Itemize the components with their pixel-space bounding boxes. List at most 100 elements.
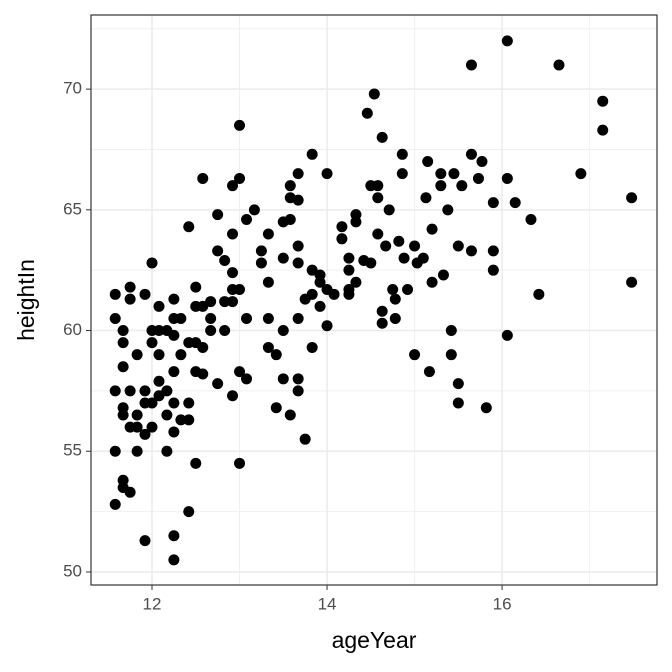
point	[205, 296, 217, 308]
point	[109, 385, 121, 397]
point	[241, 312, 253, 324]
point	[452, 240, 464, 252]
point	[131, 445, 143, 457]
point	[277, 252, 289, 264]
point	[277, 373, 289, 385]
point	[234, 457, 246, 469]
point	[422, 156, 434, 168]
point	[423, 366, 435, 378]
point	[109, 288, 121, 300]
point	[398, 252, 410, 264]
point	[234, 366, 246, 378]
point	[270, 402, 282, 414]
point	[487, 197, 499, 209]
point	[117, 337, 129, 349]
point	[262, 312, 274, 324]
point	[124, 486, 136, 498]
point	[487, 245, 499, 257]
point	[197, 341, 209, 353]
point	[292, 385, 304, 397]
point	[241, 373, 253, 385]
point	[487, 264, 499, 276]
point	[183, 221, 195, 233]
point	[161, 445, 173, 457]
point	[465, 59, 477, 71]
point	[452, 397, 464, 409]
x-tick-label: 14	[318, 594, 337, 613]
point	[476, 156, 488, 168]
point	[306, 264, 318, 276]
point	[197, 172, 209, 184]
point	[131, 349, 143, 361]
point	[372, 228, 384, 240]
point	[417, 252, 429, 264]
point	[234, 172, 246, 184]
point	[448, 168, 460, 180]
point	[234, 119, 246, 131]
point	[277, 325, 289, 337]
point	[292, 194, 304, 206]
y-tick-label: 65	[63, 199, 82, 218]
point	[124, 281, 136, 293]
x-tick-label: 16	[493, 594, 512, 613]
point	[368, 88, 380, 100]
point	[465, 148, 477, 160]
point	[284, 409, 296, 421]
point	[426, 223, 438, 235]
point	[197, 300, 209, 312]
point	[146, 257, 158, 269]
point	[336, 233, 348, 245]
point	[241, 213, 253, 225]
point	[314, 276, 326, 288]
point	[270, 349, 282, 361]
point	[190, 457, 202, 469]
point	[321, 320, 333, 332]
point	[380, 240, 392, 252]
point	[442, 204, 454, 216]
point	[321, 168, 333, 180]
y-tick-label: 60	[63, 320, 82, 339]
y-tick-label: 50	[63, 561, 82, 580]
point	[109, 498, 121, 510]
point	[409, 349, 421, 361]
point	[153, 300, 165, 312]
point	[190, 281, 202, 293]
point	[553, 59, 565, 71]
point	[205, 325, 217, 337]
point	[153, 390, 165, 402]
x-tick-label: 12	[143, 594, 162, 613]
point	[234, 283, 246, 295]
point	[328, 288, 340, 300]
point	[262, 341, 274, 353]
point	[365, 257, 377, 269]
point	[445, 325, 457, 337]
point	[212, 209, 224, 221]
point	[219, 296, 231, 308]
point	[168, 329, 180, 341]
point	[183, 397, 195, 409]
point	[501, 329, 513, 341]
point	[350, 209, 362, 221]
point	[146, 421, 158, 433]
point	[183, 414, 195, 426]
point	[501, 35, 513, 47]
point	[262, 276, 274, 288]
point	[292, 257, 304, 269]
point	[109, 445, 121, 457]
point	[376, 317, 388, 329]
point	[161, 385, 173, 397]
y-tick-label: 70	[63, 79, 82, 98]
point	[480, 402, 492, 414]
point	[292, 312, 304, 324]
point	[146, 337, 158, 349]
point	[117, 361, 129, 373]
point	[426, 276, 438, 288]
point	[212, 245, 224, 257]
point	[314, 300, 326, 312]
point	[465, 245, 477, 257]
point	[402, 283, 414, 295]
point	[153, 349, 165, 361]
point	[626, 192, 638, 204]
point	[124, 293, 136, 305]
